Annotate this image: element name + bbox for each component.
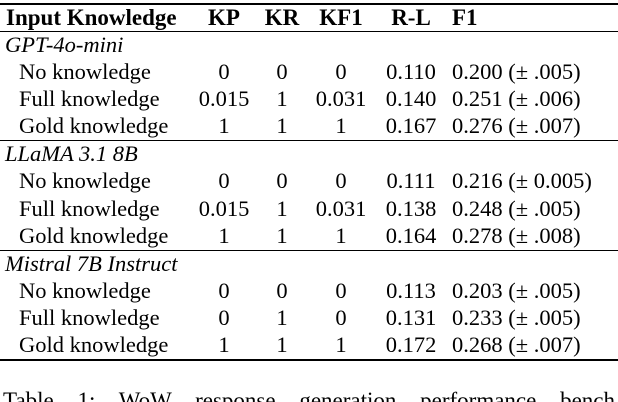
rl-value: 0.167	[385, 113, 437, 139]
table-row: Gold knowledge 1 1 1 0.164 0.278 (± .008…	[0, 223, 618, 250]
section-header-row: LLaMA 3.1 8B	[0, 141, 618, 168]
row-label: Full knowledge	[19, 195, 160, 221]
kr-value: 1	[276, 222, 288, 248]
f1-value: 0.276 (± .007)	[452, 113, 581, 139]
row-label: Gold knowledge	[19, 113, 169, 139]
kf1-value: 1	[335, 113, 347, 139]
kr-value: 0	[276, 58, 288, 84]
kr-value: 0	[276, 168, 288, 194]
kr-value: 1	[276, 305, 288, 331]
rl-value: 0.131	[385, 305, 437, 331]
table-header: Input Knowledge KP KR KF1 R-L F1	[0, 4, 618, 31]
header-row: Input Knowledge KP KR KF1 R-L F1	[0, 4, 618, 31]
rl-value: 0.110	[386, 58, 436, 84]
table-row: Full knowledge 0.015 1 0.031 0.138 0.248…	[0, 195, 618, 222]
f1-value: 0.200 (± .005)	[452, 58, 581, 84]
column-header-rl: R-L	[391, 5, 431, 31]
rl-value: 0.172	[385, 332, 437, 358]
kp-value: 1	[218, 113, 230, 139]
column-header-input-knowledge: Input Knowledge	[6, 5, 177, 31]
table-row: Gold knowledge 1 1 1 0.172 0.268 (± .007…	[0, 332, 618, 359]
column-header-kf1: KF1	[319, 5, 363, 31]
model-name: Mistral 7B Instruct	[5, 250, 178, 276]
table-row: Full knowledge 0 1 0 0.131 0.233 (± .005…	[0, 305, 618, 332]
row-label: Gold knowledge	[19, 332, 169, 358]
section-header-row: GPT-4o-mini	[0, 31, 618, 58]
kr-value: 1	[276, 86, 288, 112]
kp-value: 0	[218, 58, 230, 84]
rl-value: 0.111	[386, 168, 436, 194]
kf1-value: 0.031	[315, 86, 367, 112]
f1-value: 0.268 (± .007)	[452, 332, 581, 358]
section-gpt-4o-mini: GPT-4o-mini No knowledge 0 0 0 0.110 0.2…	[0, 31, 618, 141]
rl-value: 0.138	[385, 195, 437, 221]
model-name: GPT-4o-mini	[5, 31, 124, 57]
kf1-value: 0	[335, 305, 347, 331]
section-header-row: Mistral 7B Instruct	[0, 250, 618, 277]
f1-value: 0.248 (± .005)	[452, 195, 581, 221]
table-row: Full knowledge 0.015 1 0.031 0.140 0.251…	[0, 86, 618, 113]
kr-value: 1	[276, 332, 288, 358]
kf1-value: 0.031	[315, 195, 367, 221]
kf1-value: 1	[335, 222, 347, 248]
f1-value: 0.251 (± .006)	[452, 86, 581, 112]
row-label: Full knowledge	[19, 305, 160, 331]
kf1-value: 0	[335, 58, 347, 84]
row-label: No knowledge	[19, 277, 151, 303]
column-header-f1: F1	[452, 5, 478, 31]
row-label: Gold knowledge	[19, 222, 169, 248]
results-table: Input Knowledge KP KR KF1 R-L F1 GPT-4o-…	[0, 3, 618, 361]
table-row: No knowledge 0 0 0 0.113 0.203 (± .005)	[0, 278, 618, 305]
column-header-kr: KR	[264, 5, 300, 31]
kr-value: 1	[276, 113, 288, 139]
kr-value: 1	[276, 195, 288, 221]
kp-value: 0	[218, 168, 230, 194]
kp-value: 1	[218, 332, 230, 358]
table-row: Gold knowledge 1 1 1 0.167 0.276 (± .007…	[0, 113, 618, 140]
column-header-kp: KP	[208, 5, 240, 31]
kr-value: 0	[276, 277, 288, 303]
rl-value: 0.164	[385, 222, 437, 248]
row-label: Full knowledge	[19, 86, 160, 112]
kf1-value: 0	[335, 277, 347, 303]
kp-value: 0.015	[198, 86, 250, 112]
kp-value: 0.015	[198, 195, 250, 221]
table-row: No knowledge 0 0 0 0.110 0.200 (± .005)	[0, 58, 618, 85]
f1-value: 0.203 (± .005)	[452, 277, 581, 303]
section-llama-3-1-8b: LLaMA 3.1 8B No knowledge 0 0 0 0.111 0.…	[0, 140, 618, 251]
f1-value: 0.233 (± .005)	[452, 305, 581, 331]
model-name: LLaMA 3.1 8B	[5, 141, 138, 167]
row-label: No knowledge	[19, 58, 151, 84]
kp-value: 1	[218, 222, 230, 248]
paper-page: Input Knowledge KP KR KF1 R-L F1 GPT-4o-…	[0, 3, 618, 402]
row-label: No knowledge	[19, 168, 151, 194]
section-mistral-7b-instruct: Mistral 7B Instruct No knowledge 0 0 0 0…	[0, 250, 618, 360]
kf1-value: 0	[335, 168, 347, 194]
f1-value: 0.216 (± 0.005)	[452, 168, 592, 194]
f1-value: 0.278 (± .008)	[452, 222, 581, 248]
rl-value: 0.113	[386, 277, 436, 303]
kp-value: 0	[218, 277, 230, 303]
rl-value: 0.140	[385, 86, 437, 112]
kp-value: 0	[218, 305, 230, 331]
kf1-value: 1	[335, 332, 347, 358]
table-row: No knowledge 0 0 0 0.111 0.216 (± 0.005)	[0, 168, 618, 195]
table-caption: Table 1: WoW response generation perform…	[3, 388, 615, 402]
